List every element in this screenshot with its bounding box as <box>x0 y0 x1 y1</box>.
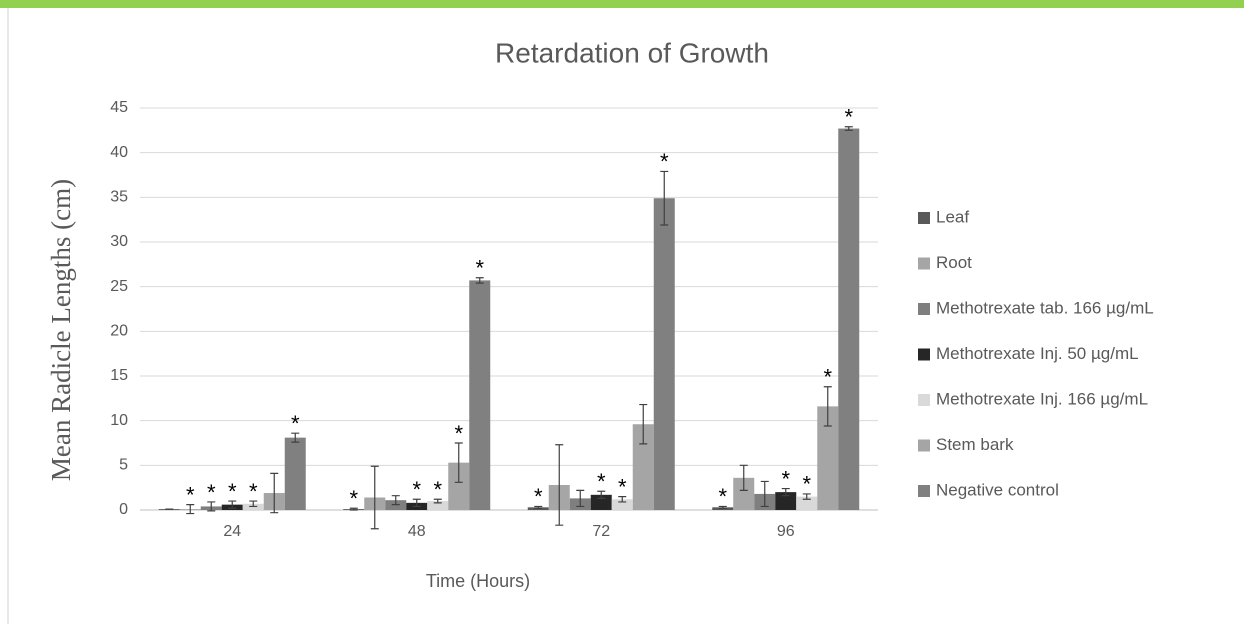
legend-label: Methotrexate tab. 166 µg/mL <box>936 298 1154 317</box>
significance-mark: * <box>802 472 811 497</box>
y-tick-label: 0 <box>119 501 128 518</box>
legend-swatch <box>918 212 930 224</box>
y-tick-label: 20 <box>110 323 128 340</box>
error-bar <box>249 500 258 508</box>
significance-mark: * <box>249 479 258 504</box>
legend-swatch <box>918 394 930 406</box>
error-bar <box>433 498 442 504</box>
significance-mark: * <box>781 466 790 491</box>
error-bar <box>660 170 669 226</box>
significance-mark: * <box>718 484 727 509</box>
error-bar <box>597 490 606 499</box>
error-bar <box>823 386 832 427</box>
error-bar <box>781 487 790 497</box>
legend-label: Leaf <box>936 207 969 226</box>
significance-mark: * <box>844 105 853 130</box>
bar <box>427 501 449 510</box>
bar <box>653 198 675 510</box>
bar <box>469 280 491 510</box>
significance-mark: * <box>534 484 543 509</box>
error-bar <box>718 505 727 509</box>
y-tick-label: 40 <box>110 144 128 161</box>
error-bar <box>391 495 400 506</box>
significance-mark: * <box>823 365 832 390</box>
y-tick-label: 45 <box>110 99 128 116</box>
bar <box>838 128 860 510</box>
error-bar <box>639 403 648 445</box>
legend-swatch <box>918 485 930 497</box>
legend-label: Methotrexate Inj. 50 µg/mL <box>936 344 1139 363</box>
error-bar <box>186 504 195 515</box>
legend-label: Methotrexate Inj. 166 µg/mL <box>936 389 1148 408</box>
significance-mark: * <box>349 486 358 511</box>
bar <box>632 424 654 510</box>
y-tick-label: 25 <box>110 278 128 295</box>
bar <box>448 462 470 510</box>
top-bar <box>0 0 1244 8</box>
error-bar <box>534 505 543 509</box>
significance-mark: * <box>597 469 606 494</box>
significance-mark: * <box>660 149 669 174</box>
bar <box>590 494 612 510</box>
bar <box>284 437 306 510</box>
bar <box>611 499 633 510</box>
error-bar <box>291 432 300 443</box>
y-axis-label: Mean Radicle Lengths (cm) <box>46 179 76 481</box>
legend-label: Negative control <box>936 480 1059 499</box>
error-bar <box>576 489 585 508</box>
y-tick-label: 15 <box>110 367 128 384</box>
error-bar <box>349 507 358 511</box>
y-tick-label: 10 <box>110 412 128 429</box>
error-bar <box>618 496 627 503</box>
y-tick-label: 35 <box>110 189 128 206</box>
legend-swatch <box>918 348 930 361</box>
bar <box>796 496 818 510</box>
error-bar <box>270 472 279 514</box>
significance-mark: * <box>207 480 216 505</box>
bar <box>775 492 797 510</box>
error-bar <box>454 442 463 483</box>
x-tick-label: 48 <box>408 523 426 540</box>
significance-mark: * <box>228 479 237 504</box>
significance-mark: * <box>475 256 484 281</box>
significance-mark: * <box>618 474 627 499</box>
legend-swatch <box>918 439 930 452</box>
error-bar <box>475 277 484 284</box>
y-tick-label: 30 <box>110 233 128 250</box>
chart-title: Retardation of Growth <box>495 37 769 68</box>
legend-swatch <box>918 303 930 315</box>
significance-mark: * <box>412 477 421 502</box>
significance-mark: * <box>186 482 195 507</box>
bar <box>817 406 839 510</box>
error-bar <box>555 444 564 526</box>
legend-swatch <box>918 257 930 270</box>
significance-mark: * <box>291 411 300 436</box>
error-bar <box>802 493 811 500</box>
error-bar <box>760 480 769 508</box>
error-bar <box>739 464 748 491</box>
bar <box>733 477 755 510</box>
significance-mark: * <box>433 477 442 502</box>
x-tick-label: 24 <box>223 523 241 540</box>
x-tick-label: 96 <box>777 523 795 540</box>
error-bar <box>370 465 379 530</box>
significance-mark: * <box>454 421 463 446</box>
error-bar <box>207 501 216 512</box>
x-tick-label: 72 <box>592 523 610 540</box>
legend-label: Root <box>936 253 972 272</box>
error-bar <box>228 500 237 509</box>
error-bar <box>844 126 853 131</box>
error-bar <box>412 498 421 508</box>
y-tick-label: 5 <box>119 457 128 474</box>
x-axis-label: Time (Hours) <box>426 571 530 591</box>
legend-label: Stem bark <box>936 435 1014 454</box>
